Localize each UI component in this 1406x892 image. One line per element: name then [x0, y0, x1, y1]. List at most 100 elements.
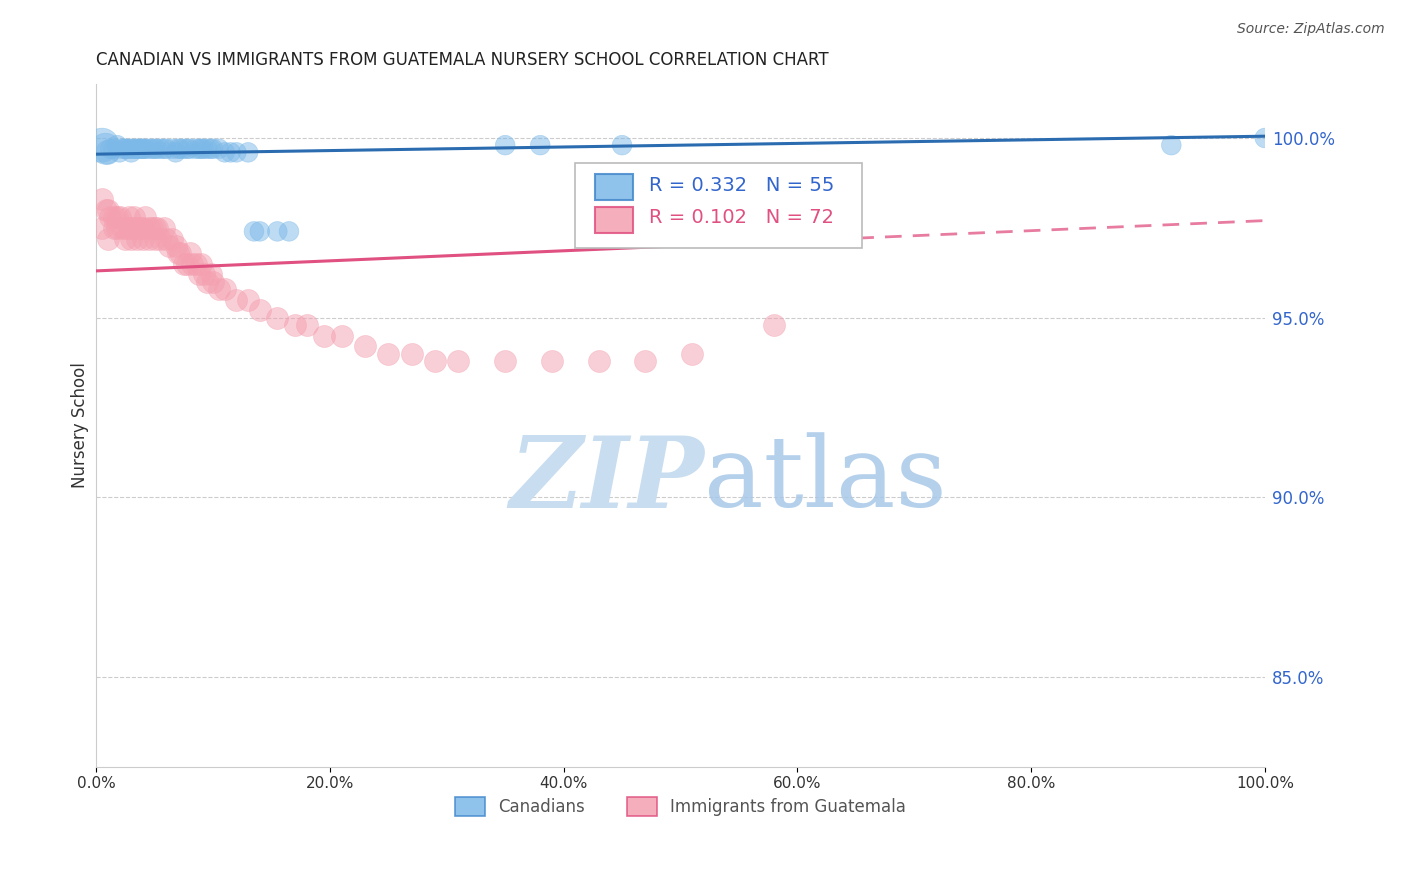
Point [208, 282, 231, 296]
Point [193, 142, 215, 156]
Point [91, 220, 114, 235]
Point [122, 210, 145, 224]
Point [169, 142, 191, 156]
Point [120, 231, 142, 245]
Point [236, 145, 259, 160]
Legend: Canadians, Immigrants from Guatemala: Canadians, Immigrants from Guatemala [449, 790, 912, 823]
Point [266, 224, 288, 238]
Point [184, 257, 207, 271]
Point [122, 142, 145, 156]
Point [155, 142, 177, 156]
Point [160, 142, 183, 156]
Point [153, 142, 176, 156]
Point [138, 220, 160, 235]
Point [200, 142, 222, 156]
Point [120, 142, 142, 156]
Point [423, 353, 446, 368]
Point [295, 318, 318, 332]
Text: ZIP: ZIP [509, 432, 704, 528]
Point [190, 142, 212, 156]
Point [127, 142, 149, 156]
Point [129, 220, 152, 235]
Point [91, 192, 114, 206]
Point [188, 142, 211, 156]
Point [129, 142, 152, 156]
Point [118, 220, 141, 235]
Point [157, 239, 180, 253]
Point [610, 138, 633, 153]
Point [588, 353, 610, 368]
Point [153, 220, 176, 235]
Point [188, 268, 211, 282]
Point [176, 142, 198, 156]
Point [225, 145, 247, 160]
Point [494, 353, 516, 368]
Text: CANADIAN VS IMMIGRANTS FROM GUATEMALA NURSERY SCHOOL CORRELATION CHART: CANADIAN VS IMMIGRANTS FROM GUATEMALA NU… [96, 51, 828, 69]
Point [120, 220, 142, 235]
Point [114, 142, 136, 156]
Point [1254, 131, 1277, 145]
Point [167, 246, 190, 260]
Point [132, 142, 155, 156]
Point [236, 293, 259, 307]
Point [127, 142, 149, 156]
Point [103, 220, 125, 235]
FancyBboxPatch shape [575, 162, 862, 248]
Point [105, 220, 128, 235]
Point [105, 210, 128, 224]
Point [195, 275, 218, 289]
Point [143, 220, 166, 235]
Point [118, 210, 141, 224]
Point [120, 145, 142, 160]
Point [108, 145, 131, 160]
Point [114, 231, 136, 245]
Point [195, 142, 218, 156]
Point [165, 239, 187, 253]
Point [181, 257, 204, 271]
Text: R = 0.102   N = 72: R = 0.102 N = 72 [650, 208, 834, 227]
Point [165, 145, 187, 160]
Point [108, 210, 131, 224]
Point [138, 142, 160, 156]
Point [208, 142, 231, 156]
Point [312, 328, 335, 343]
Point [200, 268, 222, 282]
Point [97, 231, 120, 245]
Point [149, 231, 172, 245]
Point [122, 220, 145, 235]
Point [214, 145, 236, 160]
Point [173, 257, 195, 271]
Point [111, 142, 134, 156]
Point [146, 142, 169, 156]
Text: Source: ZipAtlas.com: Source: ZipAtlas.com [1237, 22, 1385, 37]
Point [94, 142, 117, 156]
Point [330, 328, 353, 343]
Point [278, 224, 301, 238]
Point [118, 142, 141, 156]
Point [401, 346, 423, 360]
Point [1160, 138, 1182, 153]
Point [762, 318, 785, 332]
Point [167, 142, 190, 156]
Point [138, 231, 160, 245]
Point [132, 231, 155, 245]
Point [541, 353, 564, 368]
Point [141, 142, 163, 156]
Point [105, 138, 128, 153]
Point [114, 142, 136, 156]
Text: R = 0.332   N = 55: R = 0.332 N = 55 [650, 176, 834, 194]
Point [681, 346, 703, 360]
Point [176, 257, 198, 271]
Point [134, 210, 156, 224]
Point [91, 138, 114, 153]
Point [146, 220, 169, 235]
Point [97, 202, 120, 217]
Point [447, 353, 470, 368]
Point [219, 145, 242, 160]
Point [134, 142, 156, 156]
Point [160, 231, 183, 245]
Point [94, 202, 117, 217]
Point [132, 220, 155, 235]
Point [249, 303, 271, 318]
Point [149, 142, 172, 156]
